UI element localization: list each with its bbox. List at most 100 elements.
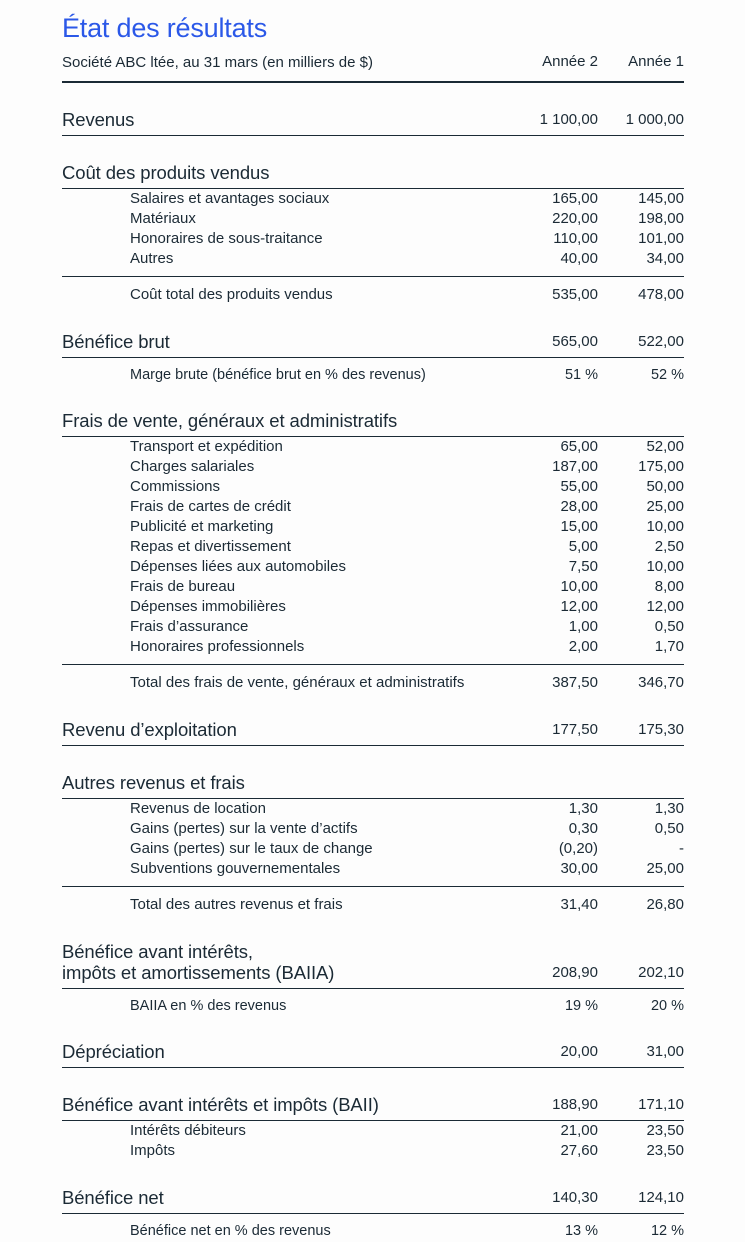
statement-row-heading: Coût des produits vendus	[62, 162, 684, 189]
value-year1: 346,70	[638, 674, 684, 691]
statement-row-item: Intérêts débiteurs 21,00 23,50	[62, 1121, 684, 1141]
value-year2: 21,00	[560, 1122, 598, 1139]
value-year1: 10,00	[646, 518, 684, 535]
statement-row-item: Dépenses liées aux automobiles 7,50 10,00	[62, 557, 684, 577]
value-year2: 5,00	[568, 538, 598, 555]
value-year2: 31,40	[560, 896, 598, 913]
value-year1: 1 000,00	[625, 111, 684, 128]
value-year2: 177,50	[552, 721, 598, 738]
value-year2: 565,00	[552, 333, 598, 350]
value-year2: 27,60	[560, 1142, 598, 1159]
column-header-year1: Année 1	[628, 53, 684, 70]
row-label: Bénéfice brut	[62, 331, 170, 352]
value-year1: 10,00	[646, 558, 684, 575]
statement-row-item: Matériaux 220,00 198,00	[62, 209, 684, 229]
row-label: Marge brute (bénéfice brut en % des reve…	[130, 367, 426, 383]
value-year1: 23,50	[646, 1122, 684, 1139]
row-label: Matériaux	[130, 210, 196, 227]
row-label: Coût des produits vendus	[62, 162, 270, 183]
value-year2: 188,90	[552, 1096, 598, 1113]
value-year1: 31,00	[646, 1043, 684, 1060]
value-year2: 10,00	[560, 578, 598, 595]
row-label: Revenus de location	[130, 800, 266, 817]
row-label: Frais de cartes de crédit	[130, 498, 291, 515]
value-year1: 522,00	[638, 333, 684, 350]
value-year1: 8,00	[654, 578, 684, 595]
statement-row-main: Bénéfice avant intérêts et impôts (BAII)…	[62, 1094, 684, 1121]
value-year1: 25,00	[646, 498, 684, 515]
value-year1: 12 %	[650, 1223, 684, 1239]
company-subtitle: Société ABC ltée, au 31 mars (en millier…	[62, 54, 373, 71]
value-year1: -	[679, 840, 684, 857]
value-year2: 13 %	[564, 1223, 598, 1239]
column-header-year2: Année 2	[542, 53, 598, 70]
value-year2: 15,00	[560, 518, 598, 535]
value-year2: 0,30	[568, 820, 598, 837]
value-year2: 208,90	[552, 964, 598, 981]
statement-row-item: Dépenses immobilières 12,00 12,00	[62, 597, 684, 617]
statement-row-item: Commissions 55,00 50,00	[62, 477, 684, 497]
value-year1: 0,50	[654, 618, 684, 635]
row-label: Autres	[130, 250, 174, 267]
value-year1: 171,10	[638, 1096, 684, 1113]
value-year2: 7,50	[568, 558, 598, 575]
value-year2: 55,00	[560, 478, 598, 495]
value-year1: 0,50	[654, 820, 684, 837]
row-label: Commissions	[130, 478, 221, 495]
value-year1: 25,00	[646, 860, 684, 877]
value-year2: 535,00	[552, 286, 598, 303]
row-label: Bénéfice avant intérêts, impôts et amort…	[62, 941, 335, 983]
statement-row-item: Honoraires de sous-traitance 110,00 101,00	[62, 229, 684, 249]
value-year2: (0,20)	[558, 840, 598, 857]
statement-row-sub: Bénéfice net en % des revenus 13 % 12 %	[62, 1214, 684, 1240]
value-year2: 40,00	[560, 250, 598, 267]
statement-row-item: Impôts 27,60 23,50	[62, 1141, 684, 1161]
statement-header-row: Société ABC ltée, au 31 mars (en millier…	[62, 52, 684, 83]
statement-row-item: Salaires et avantages sociaux 165,00 145,0…	[62, 189, 684, 209]
value-year2: 51 %	[564, 367, 598, 383]
value-year2: 1 100,00	[539, 111, 598, 128]
value-year2: 387,50	[552, 674, 598, 691]
value-year1: 175,30	[638, 721, 684, 738]
value-year1: 52,00	[646, 438, 684, 455]
page-title: État des résultats	[62, 13, 268, 43]
row-label: Intérêts débiteurs	[130, 1122, 246, 1139]
statement-row-item: Charges salariales 187,00 175,00	[62, 457, 684, 477]
statement-row-main: Bénéfice net 140,30 124,10	[62, 1187, 684, 1214]
statement-rows: Revenus 1 100,00 1 000,00 Coût des produits…	[62, 109, 684, 1240]
statement-row-item: Revenus de location 1,30 1,30	[62, 799, 684, 819]
value-year1: 12,00	[646, 598, 684, 615]
row-label: Coût total des produits vendus	[130, 286, 333, 303]
value-year2: 20,00	[560, 1043, 598, 1060]
row-label: Transport et expédition	[130, 438, 283, 455]
statement-row-main: Dépréciation 20,00 31,00	[62, 1041, 684, 1068]
statement-row-main: Bénéfice brut 565,00 522,00	[62, 331, 684, 358]
row-label: Publicité et marketing	[130, 518, 274, 535]
statement-row-item: Gains (pertes) sur la vente d’actifs 0,30…	[62, 819, 684, 839]
value-year2: 65,00	[560, 438, 598, 455]
value-year2: 140,30	[552, 1189, 598, 1206]
value-year2: 19 %	[564, 998, 598, 1014]
statement-row-item: Publicité et marketing 15,00 10,00	[62, 517, 684, 537]
row-label: Bénéfice net	[62, 1187, 164, 1208]
value-year1: 478,00	[638, 286, 684, 303]
row-label: Total des frais de vente, généraux et ad…	[130, 674, 465, 691]
row-label: Charges salariales	[130, 458, 255, 475]
statement-row-item: Frais de bureau 10,00 8,00	[62, 577, 684, 597]
row-label: Autres revenus et frais	[62, 772, 245, 793]
statement-row-sub: Marge brute (bénéfice brut en % des reve…	[62, 358, 684, 384]
row-label: BAIIA en % des revenus	[130, 998, 287, 1014]
statement-row-total: Coût total des produits vendus 535,00 478,…	[62, 276, 684, 305]
statement-row-item: Honoraires professionnels 2,00 1,70	[62, 637, 684, 657]
value-year2: 30,00	[560, 860, 598, 877]
row-label: Dépenses liées aux automobiles	[130, 558, 346, 575]
value-year1: 34,00	[646, 250, 684, 267]
value-year1: 2,50	[654, 538, 684, 555]
statement-row-item: Frais d’assurance 1,00 0,50	[62, 617, 684, 637]
value-year1: 20 %	[650, 998, 684, 1014]
value-year1: 1,30	[654, 800, 684, 817]
value-year1: 52 %	[650, 367, 684, 383]
row-label: Dépenses immobilières	[130, 598, 286, 615]
row-label: Bénéfice net en % des revenus	[130, 1223, 331, 1239]
